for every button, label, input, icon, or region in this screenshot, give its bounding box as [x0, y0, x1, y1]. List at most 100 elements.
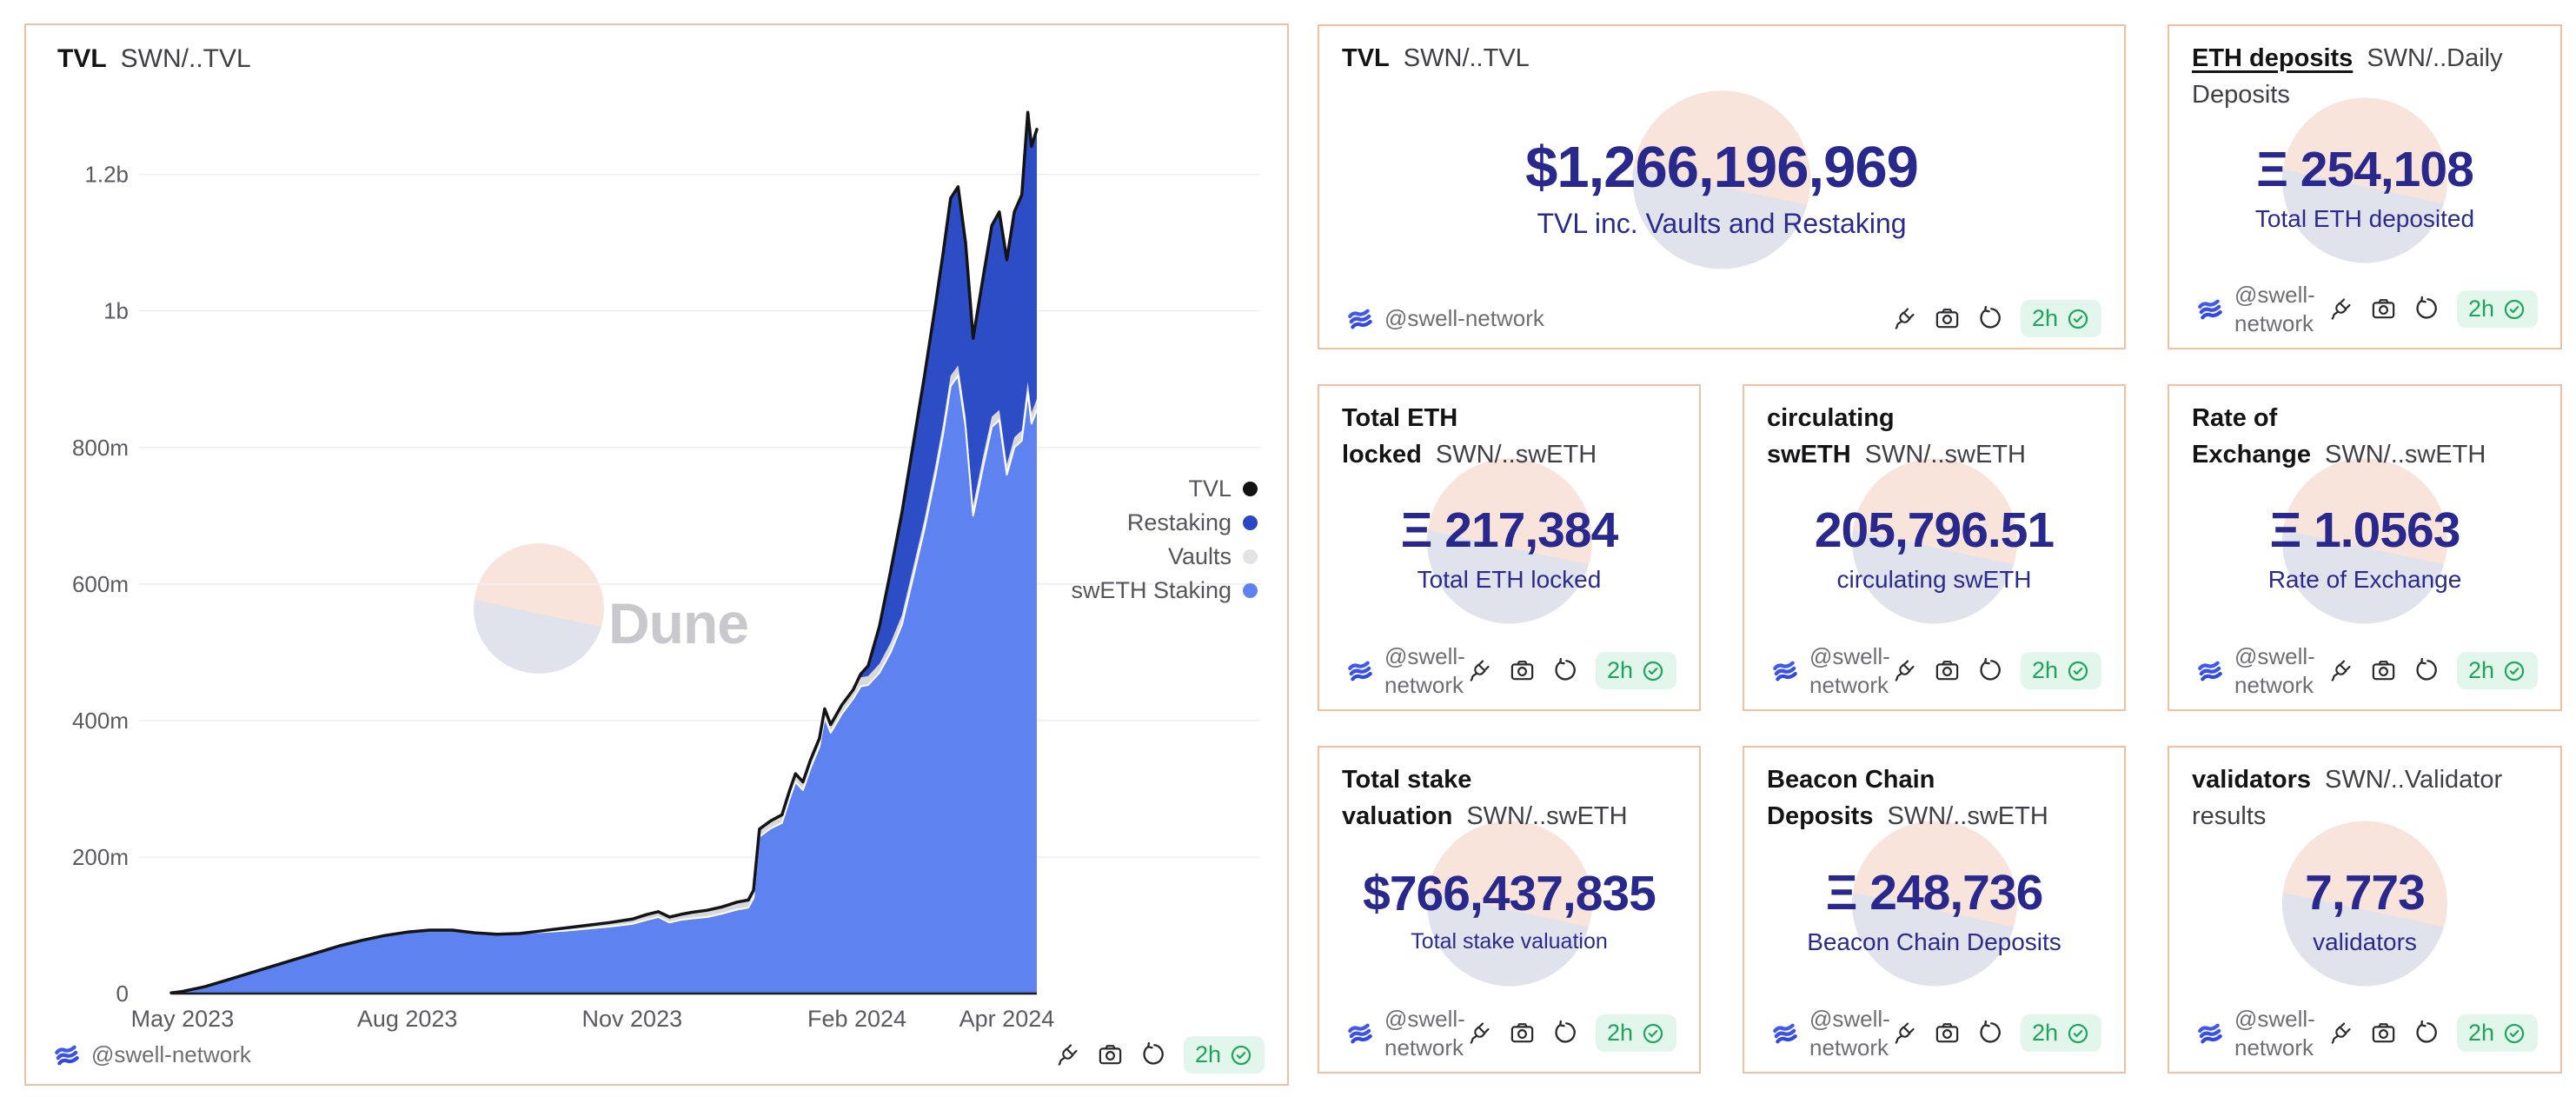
dune-watermark-orb — [1851, 820, 2017, 986]
refresh-icon[interactable] — [2413, 657, 2440, 684]
camera-icon[interactable] — [1509, 1020, 1536, 1047]
legend-item-vaults[interactable]: Vaults — [1071, 540, 1258, 574]
refresh-icon[interactable] — [2413, 1020, 2440, 1047]
author-handle[interactable]: @swell-network — [1770, 642, 1890, 699]
author-handle[interactable]: @swell-network — [2195, 281, 2327, 337]
legend-dot-sweth-staking — [1243, 583, 1258, 598]
counter-card-total-stake-valuation: Total stake valuation SWN/..swETH $766,43… — [1318, 746, 1701, 1074]
svg-text:400m: 400m — [72, 708, 129, 734]
verified-check-icon — [2502, 297, 2526, 322]
widget-footer: @swell-network 2h — [1345, 300, 2101, 337]
author-handle[interactable]: @swell-network — [1345, 1005, 1465, 1061]
camera-icon[interactable] — [2370, 1020, 2397, 1047]
last-updated-badge[interactable]: 2h — [2020, 652, 2101, 689]
author-handle-text: @swell-network — [1384, 305, 1544, 332]
widget-footer: @swell-network 2h — [1770, 1005, 2101, 1061]
refresh-icon[interactable] — [1140, 1041, 1167, 1068]
dune-watermark-orb — [1426, 458, 1592, 624]
dune-watermark-orb — [1632, 90, 1811, 269]
camera-icon[interactable] — [1509, 657, 1536, 684]
author-handle[interactable]: @swell-network — [52, 1040, 251, 1070]
counter-title-link[interactable]: ETH deposits — [2192, 44, 2354, 72]
counters-grid: TVL SWN/..TVL $1,266,196,969 TVL inc. Vau… — [1318, 24, 2562, 1074]
camera-icon[interactable] — [1934, 305, 1961, 332]
legend-item-tvl[interactable]: TVL — [1071, 472, 1258, 506]
counter-body: Ξ 217,384 Total ETH locked — [1319, 386, 1699, 709]
dune-watermark-orb — [2282, 820, 2447, 986]
counter-value: Ξ 1.0563 — [2269, 502, 2461, 558]
widget-footer: @swell-network 2h — [2195, 281, 2538, 337]
refresh-icon[interactable] — [1977, 1020, 2004, 1047]
counter-body: $766,437,835 Total stake valuation — [1319, 748, 1699, 1072]
verified-check-icon — [2502, 1021, 2526, 1046]
counter-title-query: SWN/..Validator results — [2192, 766, 2503, 830]
plug-icon[interactable] — [2327, 296, 2354, 322]
legend-item-restaking[interactable]: Restaking — [1071, 506, 1258, 540]
counter-value: $766,437,835 — [1363, 866, 1656, 921]
counter-subtitle: circulating swETH — [1836, 566, 2032, 593]
last-updated-badge[interactable]: 2h — [2456, 1014, 2538, 1052]
svg-text:May 2023: May 2023 — [131, 1006, 235, 1032]
refresh-icon[interactable] — [1977, 657, 2004, 684]
counter-subtitle: Beacon Chain Deposits — [1807, 927, 2061, 955]
swell-network-logo-icon — [1345, 1019, 1375, 1048]
last-updated-age: 2h — [2467, 1020, 2494, 1046]
plug-icon[interactable] — [2327, 1020, 2354, 1047]
last-updated-badge[interactable]: 2h — [2020, 300, 2101, 337]
plug-icon[interactable] — [1890, 657, 1917, 684]
counter-title: Rate of Exchange SWN/..swETH — [2192, 400, 2539, 473]
svg-text:Feb 2024: Feb 2024 — [807, 1006, 906, 1032]
last-updated-age: 2h — [1194, 1041, 1221, 1067]
swell-network-logo-icon — [1345, 304, 1375, 334]
last-updated-badge[interactable]: 2h — [1183, 1036, 1265, 1074]
counter-value: Ξ 254,108 — [2256, 142, 2474, 197]
dune-watermark-orb — [2282, 458, 2447, 624]
author-handle[interactable]: @swell-network — [1770, 1005, 1890, 1061]
author-handle-text: @swell-network — [2234, 643, 2315, 698]
last-updated-badge[interactable]: 2h — [2456, 652, 2538, 689]
counter-title-link[interactable]: circulating swETH — [1767, 404, 1895, 469]
camera-icon[interactable] — [1934, 657, 1961, 684]
plug-icon[interactable] — [1890, 305, 1917, 332]
legend-item-sweth-staking[interactable]: swETH Staking — [1071, 574, 1258, 608]
plug-icon[interactable] — [1465, 657, 1492, 684]
author-handle[interactable]: @swell-network — [1345, 642, 1465, 699]
camera-icon[interactable] — [2370, 296, 2397, 322]
counter-value: Ξ 217,384 — [1400, 502, 1619, 558]
plug-icon[interactable] — [1053, 1041, 1080, 1068]
counter-title-link[interactable]: Rate of Exchange — [2192, 404, 2311, 469]
svg-text:200m: 200m — [72, 844, 129, 870]
author-handle[interactable]: @swell-network — [1345, 304, 1544, 334]
plug-icon[interactable] — [1465, 1020, 1492, 1047]
author-handle[interactable]: @swell-network — [2195, 642, 2327, 699]
last-updated-badge[interactable]: 2h — [1595, 652, 1676, 689]
refresh-icon[interactable] — [1552, 1020, 1579, 1047]
refresh-icon[interactable] — [1977, 305, 2004, 332]
counter-body: 205,796.51 circulating swETH — [1744, 386, 2124, 709]
last-updated-badge[interactable]: 2h — [2456, 290, 2538, 328]
counter-title-query: SWN/..swETH — [1887, 802, 2048, 830]
counter-title-link[interactable]: Total ETH locked — [1342, 404, 1458, 469]
camera-icon[interactable] — [2370, 657, 2397, 684]
counter-subtitle: Total ETH deposited — [2254, 205, 2475, 232]
counter-card-tvl: TVL SWN/..TVL $1,266,196,969 TVL inc. Vau… — [1318, 24, 2126, 349]
counter-title-link[interactable]: Total stake valuation — [1342, 766, 1472, 830]
camera-icon[interactable] — [1934, 1020, 1961, 1047]
camera-icon[interactable] — [1097, 1041, 1124, 1068]
verified-check-icon — [1229, 1043, 1253, 1067]
counter-title-link[interactable]: validators — [2192, 766, 2311, 794]
counter-value: $1,266,196,969 — [1525, 135, 1919, 200]
counter-title-link[interactable]: Beacon Chain Deposits — [1767, 766, 1935, 830]
plug-icon[interactable] — [1890, 1020, 1917, 1047]
verified-check-icon — [2066, 1021, 2090, 1046]
last-updated-badge[interactable]: 2h — [2020, 1014, 2101, 1052]
refresh-icon[interactable] — [1552, 657, 1579, 684]
last-updated-badge[interactable]: 2h — [1595, 1014, 1676, 1052]
counter-title-link[interactable]: TVL — [1342, 44, 1390, 72]
swell-network-logo-icon — [52, 1040, 82, 1070]
refresh-icon[interactable] — [2413, 296, 2440, 322]
author-handle[interactable]: @swell-network — [2195, 1005, 2327, 1061]
chart-title-link[interactable]: TVL — [57, 44, 107, 73]
plug-icon[interactable] — [2327, 657, 2354, 684]
widget-footer: @swell-network 2h — [2195, 642, 2538, 699]
